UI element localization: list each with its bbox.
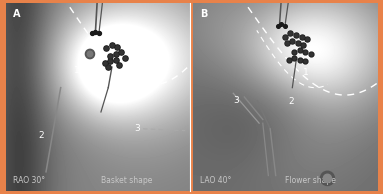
Point <box>115 45 121 48</box>
Point <box>113 58 119 61</box>
Point <box>293 34 299 37</box>
Point <box>297 49 303 52</box>
Circle shape <box>87 51 93 57</box>
Point <box>113 52 119 55</box>
Point <box>96 32 102 35</box>
Point <box>286 58 292 61</box>
Point <box>291 51 297 54</box>
Point <box>109 43 115 46</box>
Point <box>297 58 303 61</box>
Text: A: A <box>13 9 21 19</box>
Point <box>297 49 303 52</box>
Text: Basket shape: Basket shape <box>101 176 152 185</box>
Point <box>107 54 113 57</box>
Point <box>103 47 110 50</box>
Circle shape <box>323 174 331 183</box>
Point <box>122 56 128 59</box>
Point <box>89 32 95 35</box>
Point <box>92 30 98 33</box>
Point <box>308 52 314 55</box>
Point <box>116 64 122 67</box>
Point <box>101 62 108 65</box>
Point <box>289 39 295 42</box>
Point <box>101 62 108 65</box>
Text: Flower shape: Flower shape <box>285 176 336 185</box>
Point <box>287 32 293 35</box>
Point <box>122 56 128 59</box>
Point <box>298 36 304 39</box>
Point <box>291 56 297 59</box>
Point <box>295 41 301 44</box>
Point <box>302 51 308 54</box>
Point <box>300 43 306 46</box>
Point <box>302 60 308 63</box>
Point <box>287 32 293 35</box>
Point <box>118 51 124 54</box>
Point <box>289 39 295 42</box>
Point <box>103 47 110 50</box>
Point <box>113 52 119 55</box>
Text: 1: 1 <box>303 68 309 77</box>
Point <box>291 51 297 54</box>
Point <box>275 24 281 28</box>
Point <box>116 64 122 67</box>
Text: LAO 40°: LAO 40° <box>200 176 231 185</box>
Point <box>302 51 308 54</box>
Point <box>282 36 288 39</box>
Point <box>278 23 284 26</box>
Point <box>282 36 288 39</box>
Point <box>300 43 306 46</box>
Point <box>105 66 111 69</box>
Point <box>282 24 288 28</box>
Point <box>107 60 113 63</box>
Text: 3: 3 <box>233 96 239 105</box>
Point <box>109 43 115 46</box>
Point <box>304 37 310 41</box>
Point <box>302 60 308 63</box>
Text: 3: 3 <box>134 124 140 133</box>
Point <box>293 34 299 37</box>
Point <box>105 66 111 69</box>
Point <box>118 51 124 54</box>
Point <box>113 58 119 61</box>
Point <box>291 56 297 59</box>
Text: B: B <box>200 9 208 19</box>
Point <box>115 45 121 48</box>
Point <box>295 41 301 44</box>
Point <box>297 58 303 61</box>
Point <box>107 54 113 57</box>
Point <box>286 58 292 61</box>
Text: 1: 1 <box>74 66 79 75</box>
Circle shape <box>321 171 334 185</box>
Point <box>298 36 304 39</box>
Circle shape <box>85 49 95 59</box>
Point <box>304 37 310 41</box>
Point <box>308 52 314 55</box>
Text: 2: 2 <box>39 131 44 140</box>
Text: 2: 2 <box>289 97 294 107</box>
Text: RAO 30°: RAO 30° <box>13 176 45 185</box>
Point <box>107 60 113 63</box>
Point <box>284 41 290 44</box>
Point <box>284 41 290 44</box>
